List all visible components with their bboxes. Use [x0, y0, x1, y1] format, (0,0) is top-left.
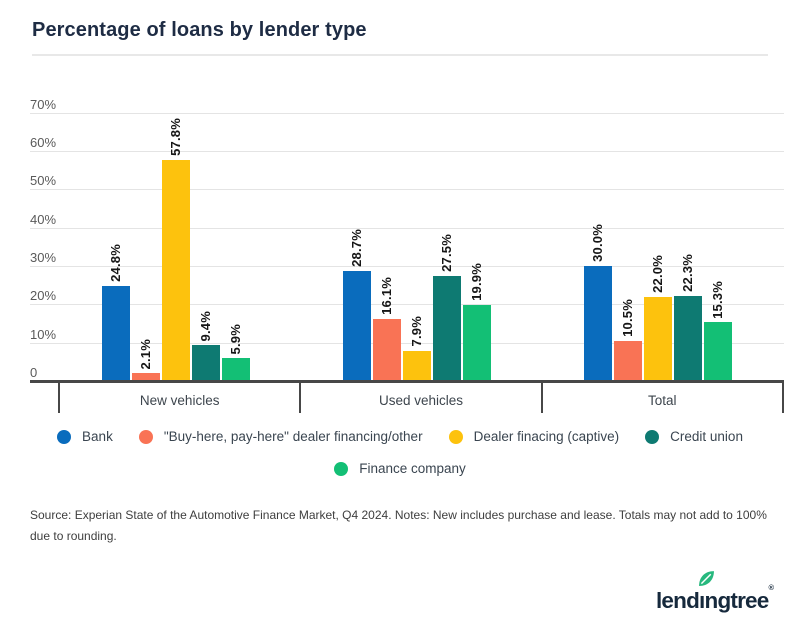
legend-item: Credit union	[645, 429, 743, 444]
bar-value-label: 22.0%	[650, 254, 666, 293]
legend-label: "Buy-here, pay-here" dealer financing/ot…	[163, 429, 423, 444]
y-axis-tick-label: 10%	[30, 326, 57, 342]
source-note-line: due to rounding.	[30, 529, 117, 543]
bar	[343, 271, 371, 381]
bar	[704, 322, 733, 381]
legend-label: Finance company	[359, 461, 466, 476]
gridline	[30, 227, 784, 229]
bar-value-label: 7.9%	[409, 316, 424, 347]
title-divider	[32, 54, 768, 56]
legend-dot	[334, 461, 349, 476]
x-axis-category-label: Used vehicles	[378, 393, 464, 408]
gridline	[30, 189, 784, 191]
legend-label: Credit union	[670, 429, 743, 444]
x-axis-category-label: Total	[648, 393, 677, 408]
gridline	[30, 112, 784, 114]
gridline	[30, 266, 784, 267]
x-axis-tick	[299, 380, 302, 413]
legend-item: Bank	[57, 429, 113, 444]
bar-value-label: 19.9%	[469, 262, 484, 301]
bar-value-label: 9.4%	[197, 310, 213, 341]
legend-item: "Buy-here, pay-here" dealer financing/ot…	[138, 429, 423, 444]
x-axis-tick	[540, 380, 543, 413]
bar-value-label: 30.0%	[590, 224, 606, 262]
gridline	[30, 304, 784, 306]
page-title: Percentage of loans by lender type	[32, 19, 367, 41]
y-axis-tick-label: 30%	[30, 250, 57, 265]
y-axis-tick-label: 20%	[30, 288, 57, 304]
bar	[674, 295, 703, 381]
y-axis-tick-label: 40%	[30, 211, 57, 227]
gridline	[30, 151, 784, 152]
bar-value-label: 10.5%	[620, 298, 636, 337]
bar	[161, 159, 190, 381]
gridline	[30, 342, 784, 344]
bar	[403, 350, 431, 381]
bar	[191, 345, 220, 381]
source-note-line: Source: Experian State of the Automotive…	[30, 508, 767, 522]
bar-value-label: 57.8%	[167, 117, 183, 156]
logo-wordmark: lendıngtree®	[655, 583, 774, 613]
bar-value-label: 24.8%	[107, 244, 123, 282]
bar-value-label: 22.3%	[680, 253, 696, 292]
y-axis-tick-label: 70%	[30, 96, 57, 112]
bar	[373, 319, 401, 381]
bar-value-label: 27.5%	[439, 233, 454, 272]
bar-value-label: 15.3%	[710, 280, 726, 319]
chart-legend-row-2: Finance company	[0, 461, 800, 476]
bar-value-label: 2.1%	[137, 338, 153, 369]
lendingtree-logo: lendıngtree®	[656, 570, 774, 616]
x-axis-category-label: New vehicles	[139, 393, 220, 408]
legend-dot	[645, 429, 660, 444]
bar	[221, 358, 250, 381]
x-axis-tick	[781, 380, 784, 413]
y-axis-tick-label: 0	[30, 365, 38, 380]
bar-value-label: 28.7%	[349, 229, 364, 267]
bar	[614, 340, 643, 381]
legend-dot	[138, 429, 153, 444]
bar	[101, 285, 130, 381]
y-axis-tick-label: 50%	[30, 173, 57, 189]
legend-item: Dealer finacing (captive)	[448, 429, 620, 444]
x-axis-tick	[58, 380, 60, 413]
bar-value-label: 16.1%	[379, 277, 394, 316]
legend-dot	[57, 429, 72, 444]
bar	[131, 373, 160, 381]
bar	[433, 275, 461, 381]
legend-label: Bank	[82, 429, 113, 444]
legend-dot	[448, 429, 463, 444]
source-note: Source: Experian State of the Automotive…	[30, 505, 780, 547]
bar-value-label: 5.9%	[227, 323, 243, 355]
registered-mark: ®	[768, 583, 774, 592]
legend-item: Finance company	[334, 461, 466, 476]
leaf-icon	[699, 571, 714, 586]
x-axis-line	[30, 380, 784, 383]
bar	[463, 304, 491, 381]
chart-legend-row-1: Bank "Buy-here, pay-here" dealer financin…	[0, 429, 800, 444]
bar	[584, 266, 613, 381]
bar	[644, 296, 673, 381]
legend-label: Dealer finacing (captive)	[473, 429, 620, 444]
y-axis-tick-label: 60%	[30, 135, 57, 150]
